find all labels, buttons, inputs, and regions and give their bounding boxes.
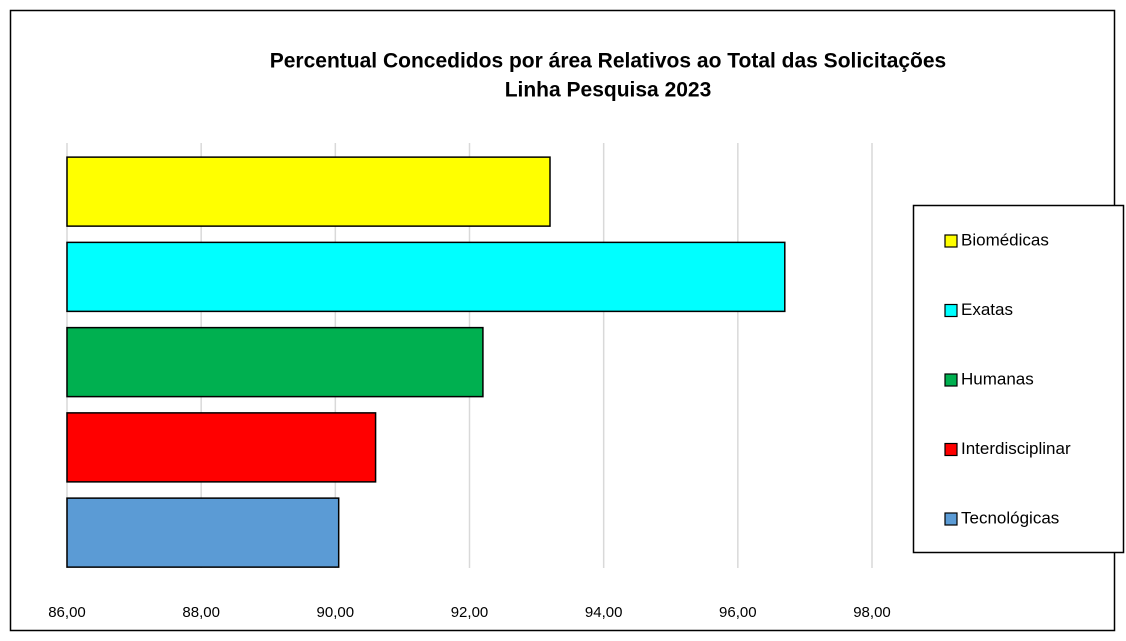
x-tick-label: 88,00 — [182, 604, 220, 621]
bar — [66, 156, 551, 227]
chart-title: Percentual Concedidos por área Relativos… — [270, 50, 947, 73]
x-tick-label: 90,00 — [317, 604, 355, 621]
bar — [66, 497, 340, 568]
bars — [66, 156, 786, 568]
legend-swatch — [944, 303, 958, 318]
legend-label: Biomédicas — [961, 230, 1049, 249]
legend-swatch — [944, 442, 958, 457]
legend: Biomédicas Exatas Humanas Interdisciplinar T… — [944, 230, 1071, 527]
legend-label: Tecnológicas — [961, 508, 1059, 527]
x-tick-label: 86,00 — [48, 604, 86, 621]
chart-subtitle: Linha Pesquisa 2023 — [505, 79, 712, 102]
legend-label: Exatas — [961, 300, 1013, 319]
x-tick-label: 96,00 — [719, 604, 757, 621]
bar — [66, 412, 377, 483]
legend-label: Humanas — [961, 369, 1034, 388]
bar — [66, 241, 786, 313]
x-tick-label: 94,00 — [585, 604, 623, 621]
x-tick-label: 98,00 — [853, 604, 891, 621]
legend-swatch — [944, 512, 958, 526]
bar — [66, 326, 484, 398]
legend-label: Interdisciplinar — [961, 439, 1071, 458]
legend-swatch — [944, 373, 958, 387]
x-tick-label: 92,00 — [451, 604, 489, 621]
legend-swatch — [944, 234, 958, 248]
